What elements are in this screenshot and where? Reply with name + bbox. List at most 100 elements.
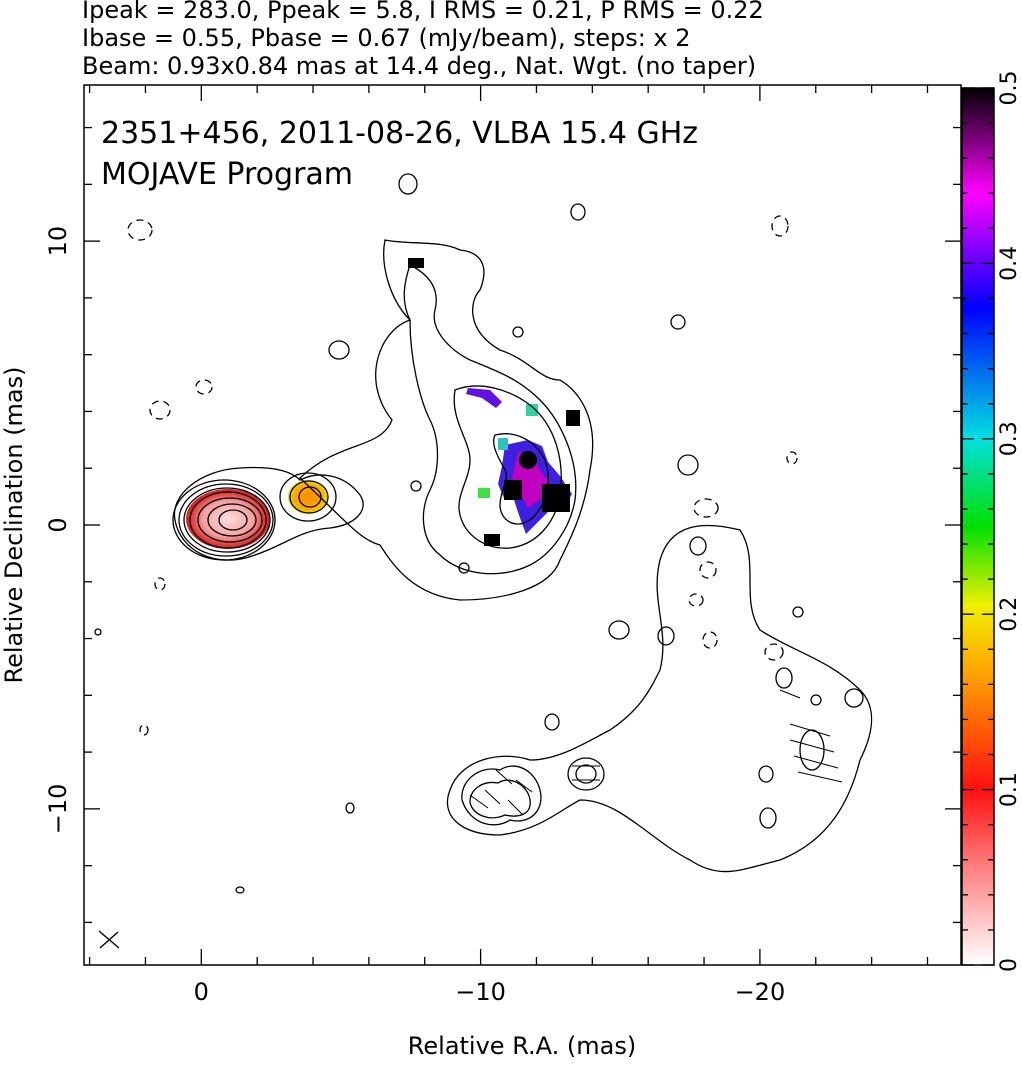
contour-jet-core [493, 433, 549, 525]
contour-south-blob-1 [461, 765, 542, 826]
pol-vector [495, 769, 513, 785]
contour-south-blob-16 [345, 802, 355, 814]
x-axis-ticks: 0 −10 −20 [88, 85, 929, 1006]
contour-south-blob-14 [792, 606, 804, 618]
jet-polarization-dark-5 [408, 258, 424, 268]
x-tick-label: 0 [194, 978, 209, 1006]
contour-island-6 [512, 326, 524, 338]
contour-core-5 [189, 491, 267, 549]
jet-polarization-dark-1 [542, 484, 570, 512]
x-axis-label: Relative R.A. (mas) [408, 1032, 636, 1060]
colorbar-gradient [961, 87, 995, 966]
jet-polarization-dark-3 [566, 410, 580, 426]
contour-core-2 [172, 479, 276, 561]
polarization-vectors [469, 689, 843, 815]
neg-contour-7 [688, 593, 704, 607]
pol-vector [797, 771, 843, 783]
contour-island-8 [458, 562, 470, 574]
neg-contour-12 [139, 724, 149, 736]
colorbar-tick-label: 0.1 [997, 772, 1022, 807]
x-tick-label: −10 [455, 978, 506, 1006]
pol-vector [507, 799, 523, 815]
pol-vector [469, 794, 489, 809]
polarization-color-map [186, 258, 580, 549]
total-intensity-contours [94, 173, 873, 894]
jet-polarization-green-2 [526, 404, 538, 416]
contour-knot-1 [279, 472, 337, 522]
y-axis-ticks: 10 0 −10 [44, 126, 961, 924]
contour-island-5 [677, 454, 699, 476]
neg-contour-2 [771, 215, 789, 237]
pol-vector [789, 739, 835, 753]
contour-south-blob-4 [575, 764, 597, 784]
contour-core-1 [173, 466, 364, 561]
pol-vector [515, 779, 533, 793]
contour-core-6 [197, 497, 263, 543]
header-line-1: Ipeak = 283.0, Ppeak = 5.8, I RMS = 0.21… [82, 0, 764, 24]
jet-polarization-green-3 [498, 438, 508, 450]
contour-island-3 [570, 203, 586, 221]
colorbar-tick-label: 0.5 [997, 71, 1022, 106]
contour-core-8 [218, 509, 248, 531]
plot-content [94, 173, 873, 949]
contour-south-blob-13 [775, 667, 793, 689]
contour-jet-inner [453, 385, 562, 549]
header-line-3: Beam: 0.93x0.84 mas at 14.4 deg., Nat. W… [82, 52, 756, 80]
contour-south-blob-12 [657, 626, 675, 646]
contour-south-blob-9 [544, 713, 560, 731]
neg-contour-6 [699, 561, 717, 579]
contour-south-blob-7 [758, 765, 774, 783]
contour-core-4 [183, 487, 271, 553]
beam-minor-axis [98, 930, 120, 949]
y-axis-label: Relative Declination (mas) [0, 366, 28, 683]
colorbar-ticks: 0 0.1 0.2 0.3 0.4 0.5 [962, 71, 1022, 972]
neg-contour-11 [154, 577, 166, 591]
y-tick-label: 10 [44, 226, 72, 257]
colorbar-tick-label: 0.4 [997, 246, 1022, 281]
neg-contour-1 [127, 219, 153, 241]
jet-polarization-green-1 [478, 488, 490, 498]
contour-core-7 [207, 503, 257, 537]
contour-south-blob-18 [94, 628, 102, 636]
contour-south-blob-17 [235, 886, 245, 894]
contour-south-blob-10 [844, 688, 864, 708]
y-tick-label: 0 [44, 517, 72, 532]
neg-contour-8 [702, 631, 718, 649]
contour-island-7 [410, 480, 422, 492]
contour-south-blob-2 [469, 779, 531, 819]
header-line-2: Ibase = 0.55, Pbase = 0.67 (mJy/beam), s… [82, 24, 691, 52]
negative-contours [127, 215, 798, 736]
contour-knot-2 [289, 480, 329, 514]
chart-title: 2351+456, 2011-08-26, VLBA 15.4 GHz [101, 116, 698, 151]
colorbar: 0 0.1 0.2 0.3 0.4 0.5 [961, 71, 1022, 972]
neg-contour-5 [693, 498, 719, 518]
jet-polarization-dark-4 [484, 534, 500, 546]
contour-core-3 [178, 483, 274, 557]
pol-vector [789, 723, 831, 737]
colorbar-tick-label: 0.3 [997, 421, 1022, 456]
contour-south-blob-3 [567, 757, 605, 791]
neg-contour-10 [786, 451, 798, 465]
neg-contour-9 [764, 643, 784, 661]
knot-polarization-patch [288, 480, 328, 514]
pol-vector [793, 755, 839, 769]
x-tick-label: −20 [735, 978, 786, 1006]
contour-island-1 [328, 340, 350, 360]
y-tick-label: −10 [44, 784, 72, 835]
colorbar-tick-label: 0 [997, 958, 1022, 972]
contour-south-blob-11 [689, 536, 707, 556]
jet-polarization-peak [519, 451, 537, 469]
colorbar-tick-label: 0.2 [997, 597, 1022, 632]
beam-marker [98, 930, 120, 949]
chart-subtitle: MOJAVE Program [101, 157, 353, 192]
contour-island-4 [670, 314, 686, 330]
jet-polarization-dark-2 [504, 480, 522, 500]
contour-south-outer [446, 524, 873, 873]
contour-south-blob-15 [810, 694, 822, 706]
contour-island-2 [398, 173, 418, 195]
pol-vector [484, 789, 501, 805]
contour-south-blob-8 [608, 620, 630, 640]
neg-contour-4 [195, 379, 213, 395]
